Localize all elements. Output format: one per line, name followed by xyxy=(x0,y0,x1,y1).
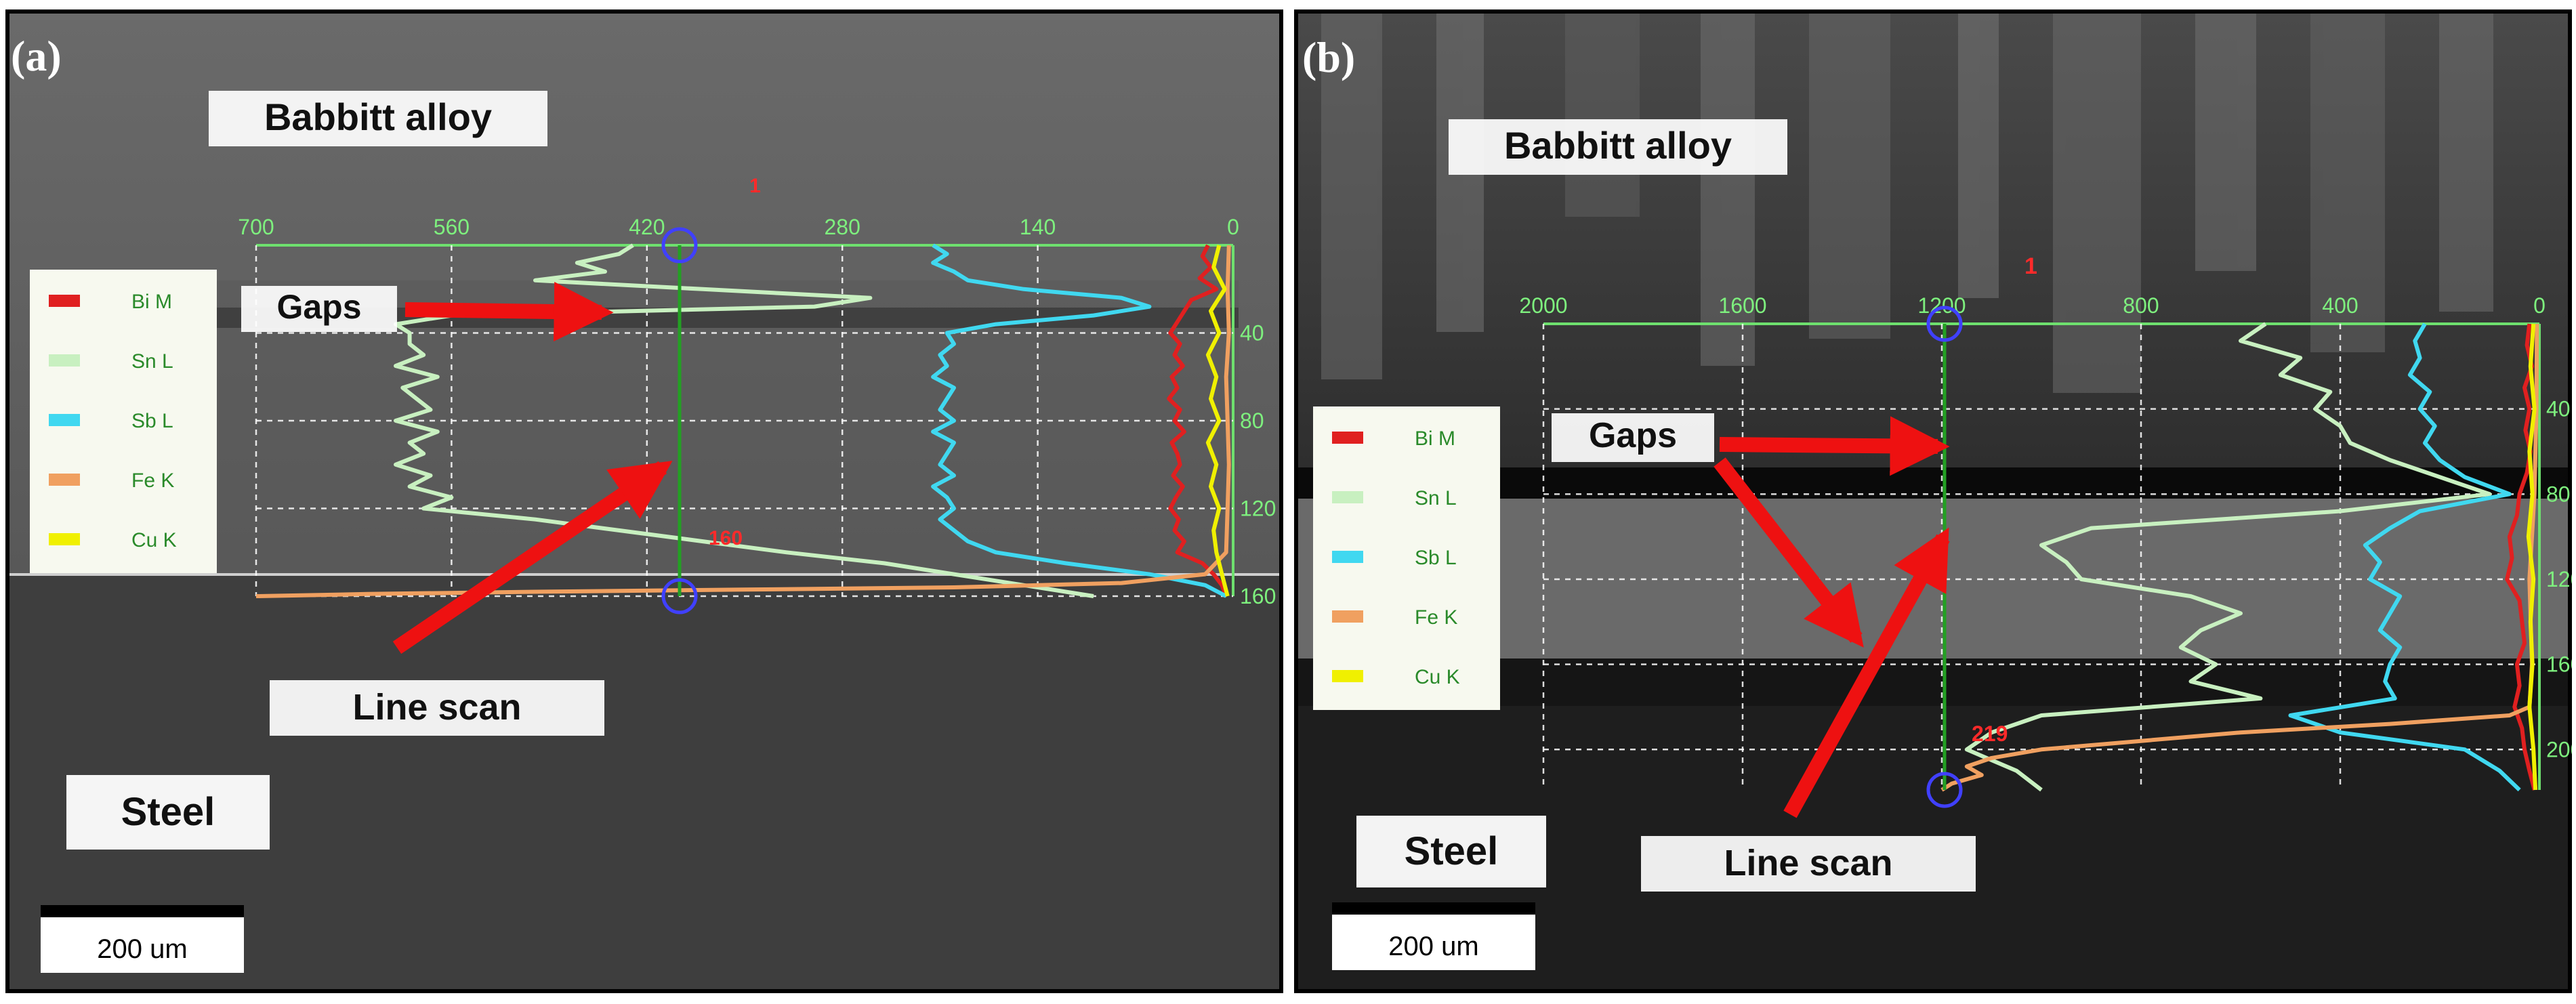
panel-label: (b) xyxy=(1302,33,1355,81)
gaps-label-box xyxy=(241,286,397,332)
series-line-sn-l xyxy=(394,243,1094,598)
panel-a-svg: 700 560 420 280 140 0 40 80 120 160 1 160 (a) Bab… xyxy=(5,9,1283,993)
series-line-cu-k xyxy=(1205,245,1230,597)
line-scan-arrow xyxy=(1783,527,1950,818)
line-scan-label: Line scan xyxy=(352,687,521,728)
x-tick-label: 700 xyxy=(238,215,274,239)
x-tick-label: 0 xyxy=(1227,215,1239,239)
x-tick-label: 2000 xyxy=(1519,293,1567,318)
scan-start-label: 1 xyxy=(2024,253,2037,279)
legend-swatch xyxy=(1332,432,1363,444)
scan-end-marker xyxy=(1926,772,1963,808)
babbitt-label-box xyxy=(209,91,547,146)
x-tick-label: 560 xyxy=(434,215,470,239)
babbitt-label: Babbitt alloy xyxy=(1504,124,1732,167)
scale-bar xyxy=(1332,902,1535,915)
y-tick-label: 160 xyxy=(1240,584,1276,608)
scan-start-label: 1 xyxy=(749,175,761,197)
panel-b: 20001600120080040004080120160200 1 219 (… xyxy=(1294,9,2572,993)
scale-bar xyxy=(41,905,244,917)
series-line-sb-l xyxy=(2288,322,2521,792)
panel-b-svg: 20001600120080040004080120160200 1 219 (… xyxy=(1294,9,2572,993)
dendrite-texture xyxy=(1321,14,2493,393)
x-tick-label: 280 xyxy=(825,215,860,239)
y-tick-label: 40 xyxy=(1240,321,1264,346)
legend-label: Sb L xyxy=(1415,547,1457,569)
series-line-fe-k xyxy=(1940,323,2539,792)
legend-label: Fe K xyxy=(131,469,174,492)
steel-label: Steel xyxy=(1405,829,1499,873)
gaps-label: Gaps xyxy=(1589,416,1677,455)
legend-swatch xyxy=(49,295,80,307)
panel-label: (a) xyxy=(11,32,62,80)
legend-swatch xyxy=(49,533,80,545)
series-line-cu-k xyxy=(2526,323,2538,791)
legend-swatch xyxy=(1332,551,1363,563)
legend-swatch xyxy=(49,354,80,367)
x-tick-label: 1600 xyxy=(1718,293,1766,318)
line-scan-label-box xyxy=(1641,836,1976,892)
x-tick-label: 400 xyxy=(2322,293,2358,318)
scale-bar-label: 200 um xyxy=(1388,932,1478,961)
scan-end-label: 219 xyxy=(1972,721,2008,746)
y-tick-label: 120 xyxy=(1240,497,1276,521)
panel-a: 700 560 420 280 140 0 40 80 120 160 1 160 (a) Bab… xyxy=(5,9,1283,993)
scale-bar-label: 200 um xyxy=(97,934,187,964)
gap-band-lower xyxy=(1298,658,2568,706)
y-tick-label: 80 xyxy=(1240,409,1264,433)
series-line-sn-l xyxy=(1964,322,2492,792)
legend-label: Sn L xyxy=(131,350,173,373)
babbitt-label: Babbitt alloy xyxy=(264,96,492,138)
series-line-sb-l xyxy=(931,243,1228,598)
steel-label: Steel xyxy=(121,790,215,834)
legend-swatch xyxy=(1332,610,1363,623)
legend-label: Cu K xyxy=(131,529,177,551)
y-tick-label: 40 xyxy=(2546,397,2571,421)
gaps-arrow-lower xyxy=(1713,457,1864,648)
line-scan-label-box xyxy=(270,680,604,736)
x-tick-label: 140 xyxy=(1020,215,1056,239)
scan-start-marker xyxy=(661,227,698,264)
legend: Bi M Sn L Sb L Fe K Cu K xyxy=(1313,406,1500,710)
y-tick-label: 200 xyxy=(2546,737,2572,761)
legend-swatch xyxy=(1332,670,1363,682)
legend-swatch xyxy=(1332,491,1363,503)
series-line-bi-m xyxy=(1167,244,1228,598)
legend: Bi M Sn L Sb L Fe K Cu K xyxy=(30,270,217,573)
legend-label: Bi M xyxy=(131,291,172,313)
legend-label: Sn L xyxy=(1415,487,1457,509)
line-scan-arrow xyxy=(392,461,673,654)
series-line-fe-k xyxy=(255,245,1231,598)
x-tick-label: 0 xyxy=(2533,293,2546,318)
scan-end-label: 160 xyxy=(709,527,743,549)
line-scan-label: Line scan xyxy=(1724,843,1892,883)
y-tick-label: 160 xyxy=(2546,652,2572,677)
legend-swatch xyxy=(49,414,80,426)
plot-series xyxy=(255,243,1231,598)
scan-end-marker xyxy=(661,578,698,614)
x-tick-label: 800 xyxy=(2123,293,2159,318)
steel-label-box xyxy=(1356,816,1546,887)
legend-label: Fe K xyxy=(1415,606,1457,629)
scan-start-marker xyxy=(1926,306,1963,342)
legend-label: Sb L xyxy=(131,410,173,432)
gaps-label: Gaps xyxy=(276,288,361,326)
gaps-arrow xyxy=(404,282,614,342)
gaps-label-box xyxy=(1552,413,1714,462)
plot-series xyxy=(1940,322,2539,792)
babbitt-label-box xyxy=(1449,119,1787,175)
plot-grid: 20001600120080040004080120160200 xyxy=(1519,293,2572,790)
gaps-arrow-upper xyxy=(1719,416,1950,476)
steel-label-box xyxy=(66,775,270,850)
x-tick-label: 420 xyxy=(629,215,665,239)
legend-label: Bi M xyxy=(1415,427,1455,450)
y-tick-label: 80 xyxy=(2546,482,2571,506)
y-tick-label: 120 xyxy=(2546,567,2572,591)
legend-swatch xyxy=(49,474,80,486)
legend-label: Cu K xyxy=(1415,666,1460,688)
